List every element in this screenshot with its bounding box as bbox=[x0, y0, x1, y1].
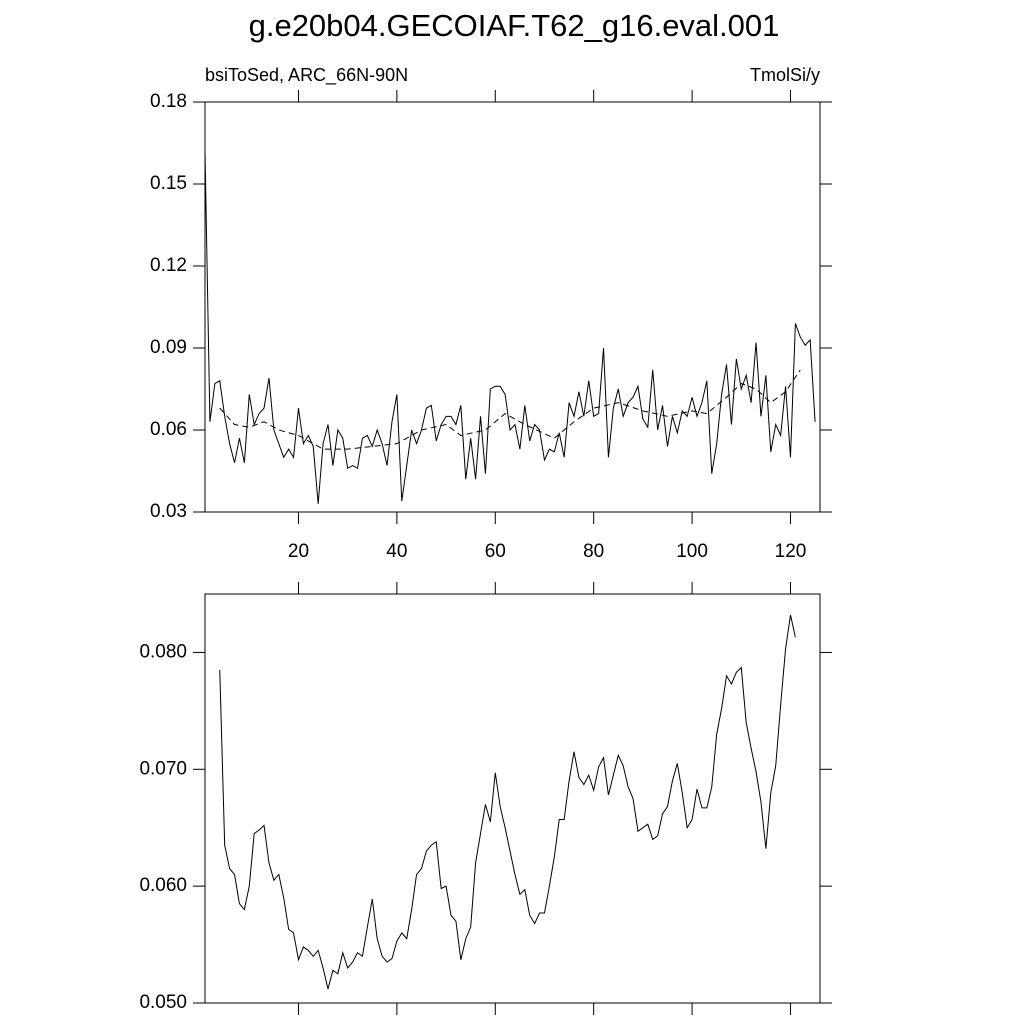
plot-frame bbox=[204, 101, 821, 513]
series-line bbox=[219, 369, 801, 450]
x-tick-label: 120 bbox=[775, 541, 807, 562]
x-tick-label: 60 bbox=[485, 541, 506, 562]
subtitle-left: bsiToSed, ARC_66N-90N bbox=[205, 65, 408, 86]
y-tick-label: 0.050 bbox=[139, 992, 187, 1013]
plot-frame bbox=[204, 593, 821, 1004]
y-tick-label: 0.060 bbox=[139, 875, 187, 896]
series-line bbox=[204, 151, 816, 504]
x-tick-label: 80 bbox=[583, 541, 604, 562]
x-tick-label: 20 bbox=[288, 541, 309, 562]
y-tick-label: 0.070 bbox=[139, 758, 187, 779]
y-tick-label: 0.09 bbox=[150, 337, 187, 358]
x-tick-label: 100 bbox=[676, 541, 708, 562]
y-tick-label: 0.080 bbox=[139, 641, 187, 662]
y-tick-label: 0.18 bbox=[150, 91, 187, 112]
chart-title: g.e20b04.GECOIAF.T62_g16.eval.001 bbox=[249, 8, 780, 43]
y-tick-label: 0.15 bbox=[150, 173, 187, 194]
y-tick-label: 0.12 bbox=[150, 255, 187, 276]
y-tick-label: 0.06 bbox=[150, 419, 187, 440]
y-tick-label: 0.03 bbox=[150, 501, 187, 522]
subtitle-right: TmolSi/y bbox=[750, 65, 820, 85]
x-tick-label: 40 bbox=[386, 541, 407, 562]
series-line bbox=[219, 614, 796, 990]
